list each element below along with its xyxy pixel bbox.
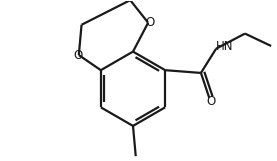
Text: O: O — [145, 16, 154, 29]
Text: O: O — [206, 95, 215, 108]
Text: HN: HN — [216, 40, 233, 53]
Text: O: O — [74, 49, 83, 62]
